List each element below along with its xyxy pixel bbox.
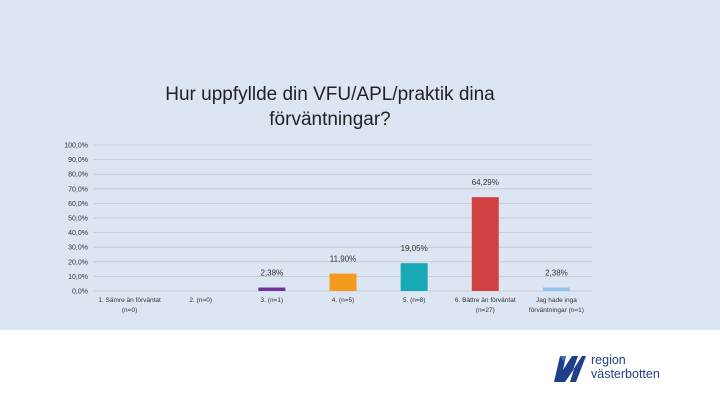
x-tick-label: 4. (n=5) [332,297,355,304]
bar [471,197,499,291]
x-tick-label: 1. Sämre än förväntat [98,297,161,304]
y-tick-label: 10,0% [68,274,88,281]
y-tick-label: 70,0% [68,186,88,193]
data-label: 19,05% [401,244,428,253]
x-tick-label: Jag hade inga [536,297,577,304]
y-tick-label: 50,0% [68,216,88,223]
y-tick-label: 40,0% [68,230,88,237]
chart-title: Hur uppfyllde din VFU/APL/praktik dina f… [165,84,495,130]
x-tick-label: 6. Bättre än förväntat [455,297,516,304]
data-label: 2,38% [545,269,568,278]
y-tick-label: 80,0% [68,172,88,179]
bar [329,273,357,291]
y-tick-label: 100,0% [64,143,88,150]
x-tick-label: (n=0) [122,307,137,314]
bar [258,287,286,291]
y-tick-label: 90,0% [68,157,88,164]
x-tick-label: 3. (n=1) [261,297,284,304]
logo-mark-icon [554,356,586,382]
x-tick-label: 5. (n=8) [403,297,426,304]
x-tick-label: (n=27) [476,307,495,314]
bar-chart: 0,0% 10,0% 20,0% 30,0% 40,0% 50,0% 60,0% 70,0% 8… [64,143,592,314]
logo-text-line1: region [591,353,626,367]
y-tick-label: 20,0% [68,259,88,266]
y-tick-label: 0,0% [72,289,88,296]
y-tick-label: 60,0% [68,201,88,208]
x-tick-label: förväntningar (n=1) [529,307,584,314]
data-label: 2,38% [261,269,284,278]
bar [400,263,428,291]
data-label: 64,29% [472,178,499,187]
x-tick-label: 2. (n=0) [189,297,212,304]
region-vasterbotten-logo: region västerbotten [553,353,703,383]
bar [542,287,570,291]
chart-panel: Hur uppfyllde din VFU/APL/praktik dina f… [0,0,720,330]
y-tick-label: 30,0% [68,245,88,252]
logo-text-line2: västerbotten [591,367,660,381]
data-label: 11,90% [330,255,357,264]
